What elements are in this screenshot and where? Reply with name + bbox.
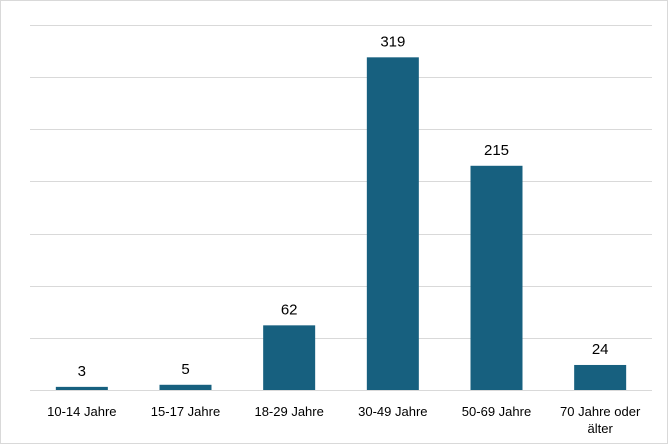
data-labels: 3 5 62 319 215 24 (78, 33, 609, 380)
gridlines (30, 25, 652, 391)
data-label: 24 (592, 341, 609, 358)
category-label: 10-14 Jahre (47, 404, 116, 419)
bar (574, 364, 627, 390)
category-label: älter (588, 421, 614, 436)
category-label: 15-17 Jahre (151, 404, 220, 419)
bar (263, 325, 316, 390)
category-label: 70 Jahre oder (560, 404, 641, 419)
category-label: 50-69 Jahre (462, 404, 531, 419)
bars (55, 57, 627, 390)
category-label: 18-29 Jahre (254, 404, 323, 419)
bar (470, 165, 523, 390)
bar (159, 384, 212, 390)
data-label: 319 (380, 33, 405, 50)
category-axis-labels: 10-14 Jahre 15-17 Jahre 18-29 Jahre 30-49 J… (47, 404, 641, 436)
data-label: 215 (484, 142, 509, 159)
data-label: 62 (281, 301, 298, 318)
bar (55, 386, 108, 390)
bar (366, 57, 419, 390)
data-label: 5 (181, 361, 189, 378)
data-label: 3 (78, 363, 86, 380)
category-label: 30-49 Jahre (358, 404, 427, 419)
